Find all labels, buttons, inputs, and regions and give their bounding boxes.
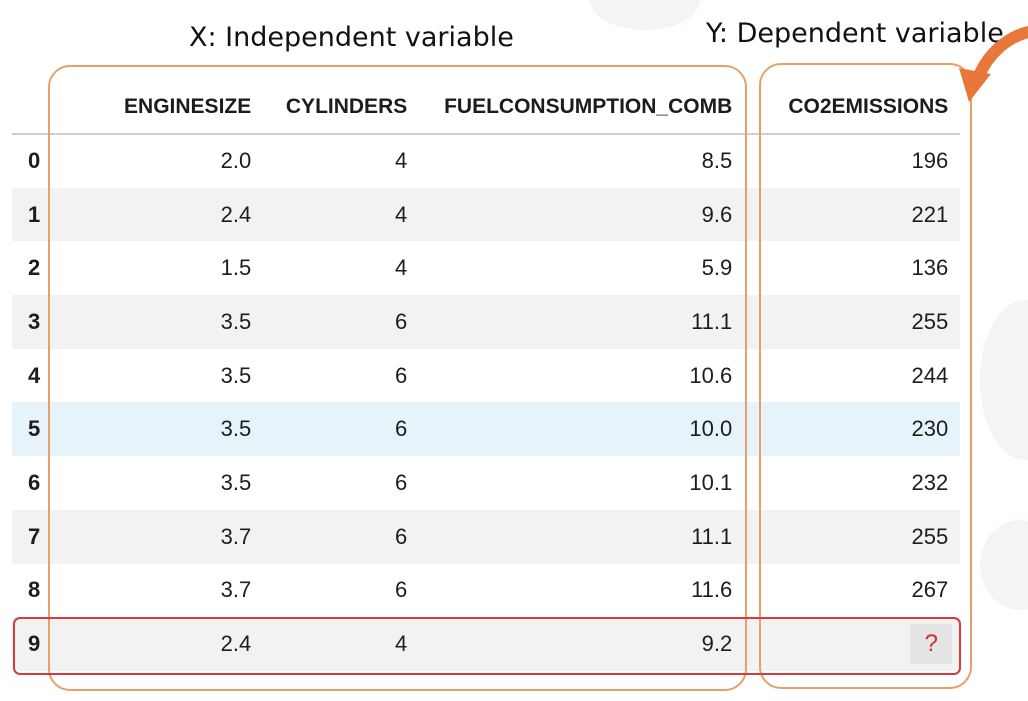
row-index: 9 [12, 617, 53, 671]
table-row: 3 3.5 6 11.1 255 [12, 295, 961, 349]
curved-arrow-icon [959, 26, 1028, 102]
table-row: 7 3.7 6 11.1 255 [12, 509, 961, 564]
cell-enginesize: 3.5 [52, 402, 264, 457]
row-index: 5 [12, 402, 53, 457]
row-index: 8 [28, 577, 41, 603]
column-header-enginesize: ENGINESIZE [52, 80, 264, 135]
table-row: 0 2.0 4 8.5 196 [12, 134, 960, 188]
cell-fuel: 11.6 [691, 577, 733, 603]
cell-cylinders: 4 [395, 255, 408, 281]
column-header-co2emissions: CO2EMISSIONS [744, 80, 961, 135]
table-row: 1 2.4 4 9.6 221 [12, 187, 961, 242]
cell-enginesize: 2.0 [220, 148, 252, 174]
row-index: 6 [28, 469, 41, 495]
cell-fuel: 5.9 [701, 255, 733, 281]
cell-enginesize: 3.5 [52, 295, 264, 349]
row-index: 0 [28, 148, 41, 174]
table-row: 9 2.4 4 9.2? [12, 617, 961, 671]
cell-co2: 136 [911, 255, 949, 281]
cell-cylinders: 4 [263, 187, 420, 242]
dataframe-table: ENGINESIZE CYLINDERS FUELCONSUMPTION_COM… [12, 80, 961, 671]
cell-cylinders: 6 [395, 362, 408, 388]
table-row: 4 3.5 6 10.6 244 [12, 349, 960, 403]
table-row: 5 3.5 6 10.0 230 [12, 402, 961, 457]
cell-co2: 255 [744, 295, 961, 349]
cell-co2: 244 [911, 362, 949, 388]
cell-cylinders: 6 [395, 577, 408, 603]
column-header-fuelconsumption: FUELCONSUMPTION_COMB [419, 80, 745, 135]
cell-fuel: 11.1 [419, 295, 745, 349]
cell-cylinders: 6 [263, 295, 420, 349]
cell-co2: 221 [744, 187, 961, 242]
cell-co2: ? [744, 617, 961, 671]
cell-cylinders: 6 [263, 509, 420, 564]
independent-variable-label: X: Independent variable [189, 22, 514, 53]
cell-enginesize: 3.7 [220, 577, 252, 603]
cell-fuel: 10.6 [689, 362, 733, 388]
cell-enginesize: 2.4 [52, 187, 264, 242]
cell-enginesize: 1.5 [220, 255, 252, 281]
row-index: 2 [28, 255, 41, 281]
cell-enginesize: 3.7 [52, 509, 264, 564]
cell-co2: 232 [911, 469, 949, 495]
unknown-value-marker: ? [910, 624, 953, 665]
row-index: 1 [12, 187, 53, 242]
cell-co2: 230 [744, 402, 961, 457]
cell-fuel: 8.5 [701, 148, 733, 174]
table-row: 6 3.5 6 10.1 232 [12, 456, 960, 510]
cell-cylinders: 6 [263, 402, 420, 457]
background-smudge [590, 0, 700, 30]
background-smudge [980, 300, 1028, 460]
cell-fuel: 11.1 [419, 509, 745, 564]
cell-co2: 267 [911, 577, 949, 603]
table-body: 0 2.0 4 8.5 196 1 2.4 4 9.6 221 2 1.5 4 5.9 136 3 3.5 6 11… [12, 134, 961, 671]
background-smudge [980, 520, 1028, 610]
cell-cylinders: 4 [395, 148, 408, 174]
cell-enginesize: 3.5 [220, 469, 252, 495]
table-row: 2 1.5 4 5.9 136 [12, 241, 960, 295]
row-index: 3 [12, 295, 53, 349]
cell-fuel: 9.6 [419, 187, 745, 242]
cell-enginesize: 3.5 [220, 362, 252, 388]
row-index: 4 [28, 362, 41, 388]
cell-enginesize: 2.4 [52, 617, 264, 671]
row-index: 7 [12, 509, 53, 564]
cell-cylinders: 6 [395, 469, 408, 495]
table-row: 8 3.7 6 11.6 267 [12, 564, 960, 618]
cell-co2: 196 [911, 148, 949, 174]
cell-co2: 255 [744, 509, 961, 564]
dependent-variable-label: Y: Dependent variable [706, 18, 1004, 49]
index-header [12, 80, 53, 135]
cell-cylinders: 4 [263, 617, 420, 671]
header-row: ENGINESIZE CYLINDERS FUELCONSUMPTION_COM… [12, 80, 961, 135]
cell-fuel: 9.2 [419, 617, 745, 671]
cell-fuel: 10.1 [689, 469, 733, 495]
cell-fuel: 10.0 [419, 402, 745, 457]
column-header-cylinders: CYLINDERS [263, 80, 420, 135]
